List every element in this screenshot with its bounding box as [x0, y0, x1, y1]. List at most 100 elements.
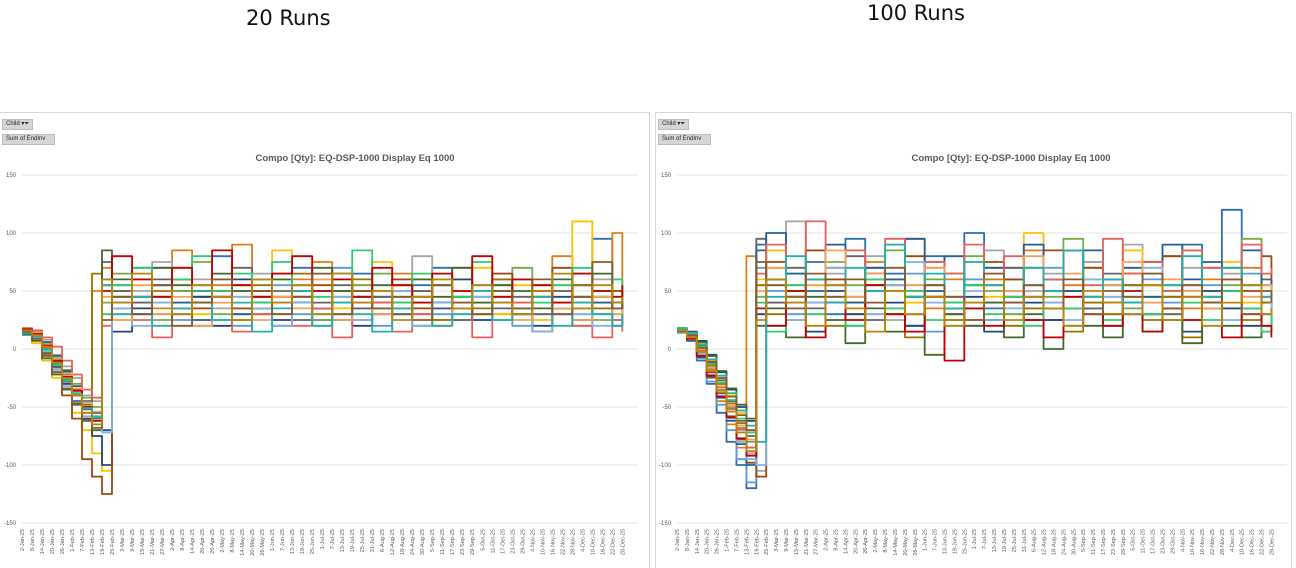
x-tick-label: 7-Feb-25: [734, 529, 740, 552]
x-tick-label: 20-Apr-25: [200, 529, 206, 554]
x-tick-label: 18-Aug-25: [400, 529, 406, 555]
series-line-20: [22, 272, 624, 426]
x-tick-label: 7-Jul-25: [982, 529, 988, 549]
y-tick-label: -150: [659, 521, 672, 527]
x-tick-label: 23-Oct-25: [1160, 529, 1166, 554]
y-tick-label: 100: [6, 231, 17, 237]
x-tick-label: 4-Nov-25: [530, 529, 536, 552]
y-tick-label: 0: [13, 347, 17, 353]
x-tick-label: 11-Sep-25: [440, 529, 446, 555]
y-tick-label: -50: [7, 405, 16, 411]
chart-svg: Compo [Qty]: EQ-DSP-1000 Display Eq 1000…: [4, 153, 638, 556]
y-tick-label: 0: [668, 347, 672, 353]
x-tick-label: 13-Jul-25: [992, 529, 998, 552]
x-tick-label: 17-Sep-25: [450, 529, 456, 555]
x-tick-label: 29-Sep-25: [1121, 529, 1127, 555]
x-tick-label: 8-May-25: [230, 529, 236, 553]
x-tick-label: 4-Nov-25: [1180, 529, 1186, 552]
x-tick-label: 28-Dec-25: [620, 529, 626, 555]
x-tick-label: 7-Jul-25: [330, 529, 336, 549]
x-tick-label: 8-Apr-25: [180, 529, 186, 551]
x-tick-label: 19-Feb-25: [100, 529, 106, 555]
x-tick-label: 27-Mar-25: [814, 529, 820, 555]
x-tick-label: 26-Jan-25: [60, 529, 66, 554]
x-tick-label: 16-Nov-25: [1200, 529, 1206, 555]
x-tick-label: 25-Feb-25: [110, 529, 116, 555]
y-tick-label: 150: [661, 173, 672, 179]
y-tick-label: 150: [6, 173, 17, 179]
x-tick-label: 10-Dec-25: [590, 529, 596, 555]
x-tick-label: 9-Mar-25: [130, 529, 136, 552]
y-tick-label: 100: [661, 231, 672, 237]
x-tick-label: 15-Mar-25: [140, 529, 146, 555]
x-tick-label: 19-Jun-25: [300, 529, 306, 554]
x-tick-label: 21-Mar-25: [150, 529, 156, 555]
x-tick-label: 14-Jan-25: [40, 529, 46, 554]
x-tick-label: 14-Apr-25: [843, 529, 849, 554]
child-field-button[interactable]: Child ▾⏷: [2, 119, 34, 130]
x-tick-label: 17-Oct-25: [1151, 529, 1157, 554]
series-line-19: [22, 261, 624, 429]
x-tick-label: 16-Nov-25: [550, 529, 556, 555]
x-tick-label: 20-May-25: [903, 529, 909, 556]
x-tick-label: 19-Jun-25: [952, 529, 958, 554]
x-tick-label: 1-Feb-25: [725, 529, 731, 552]
x-tick-label: 26-May-25: [260, 529, 266, 556]
x-tick-label: 22-Nov-25: [560, 529, 566, 555]
x-tick-label: 13-Jun-25: [290, 529, 296, 554]
x-tick-label: 25-Jun-25: [310, 529, 316, 554]
child-field-button[interactable]: Child ▾⏷: [658, 119, 690, 130]
x-tick-label: 28-Nov-25: [1220, 529, 1226, 555]
filter-icon: ▾⏷: [21, 121, 30, 127]
x-tick-label: 8-Jan-25: [685, 529, 691, 551]
x-tick-label: 25-Jun-25: [962, 529, 968, 554]
left-heading: 20 Runs: [246, 6, 331, 30]
x-tick-label: 8-May-25: [883, 529, 889, 553]
y-tick-label: -150: [4, 521, 17, 527]
x-tick-label: 17-Sep-25: [1101, 529, 1107, 555]
x-tick-label: 13-Feb-25: [90, 529, 96, 555]
chart-title: Compo [Qty]: EQ-DSP-1000 Display Eq 1000: [255, 153, 454, 164]
x-tick-label: 5-Oct-25: [480, 529, 486, 551]
x-tick-label: 16-Dec-25: [600, 529, 606, 555]
x-tick-label: 7-Jun-25: [280, 529, 286, 551]
left-chart-panel: Child ▾⏷ Sum of EndInv Compo [Qty]: EQ-D…: [0, 112, 650, 568]
x-tick-label: 20-Jan-25: [705, 529, 711, 554]
x-tick-label: 16-Dec-25: [1250, 529, 1256, 555]
x-tick-label: 20-Apr-25: [853, 529, 859, 554]
right-heading: 100 Runs: [867, 1, 965, 25]
x-tick-label: 1-Jul-25: [320, 529, 326, 549]
x-tick-label: 4-Dec-25: [580, 529, 586, 552]
right-chart-panel: Child ▾⏷ Sum of EndInv Compo [Qty]: EQ-D…: [655, 112, 1292, 568]
x-tick-label: 22-Nov-25: [1210, 529, 1216, 555]
x-tick-label: 30-Aug-25: [420, 529, 426, 555]
x-tick-label: 10-Nov-25: [540, 529, 546, 555]
x-tick-label: 26-Jan-25: [715, 529, 721, 554]
x-tick-label: 2-May-25: [873, 529, 879, 553]
x-tick-label: 9-Mar-25: [784, 529, 790, 552]
x-tick-label: 29-Oct-25: [520, 529, 526, 554]
x-tick-label: 2-May-25: [220, 529, 226, 553]
child-field-label: Child: [662, 121, 676, 127]
x-tick-label: 25-Jul-25: [360, 529, 366, 552]
x-tick-label: 3-Mar-25: [774, 529, 780, 552]
x-tick-label: 24-Aug-25: [1061, 529, 1067, 555]
x-tick-label: 27-Mar-25: [160, 529, 166, 555]
x-tick-label: 11-Oct-25: [1141, 529, 1147, 553]
sum-endinv-button[interactable]: Sum of EndInv: [658, 134, 711, 145]
x-tick-label: 22-Dec-25: [610, 529, 616, 555]
x-tick-label: 1-Feb-25: [70, 529, 76, 552]
series-group: [677, 208, 1273, 490]
x-tick-label: 14-May-25: [240, 529, 246, 556]
sum-endinv-button[interactable]: Sum of EndInv: [2, 134, 55, 145]
x-tick-label: 2-Apr-25: [824, 529, 830, 551]
chart-title: Compo [Qty]: EQ-DSP-1000 Display Eq 1000: [911, 153, 1110, 164]
filter-icon: ▾⏷: [677, 121, 686, 127]
x-tick-label: 13-Feb-25: [744, 529, 750, 555]
series-line-20: [677, 278, 1273, 453]
x-tick-label: 23-Sep-25: [1111, 529, 1117, 555]
y-tick-label: 50: [9, 289, 16, 295]
y-tick-label: 50: [664, 289, 671, 295]
x-tick-label: 30-Aug-25: [1071, 529, 1077, 555]
x-tick-label: 29-Oct-25: [1170, 529, 1176, 554]
